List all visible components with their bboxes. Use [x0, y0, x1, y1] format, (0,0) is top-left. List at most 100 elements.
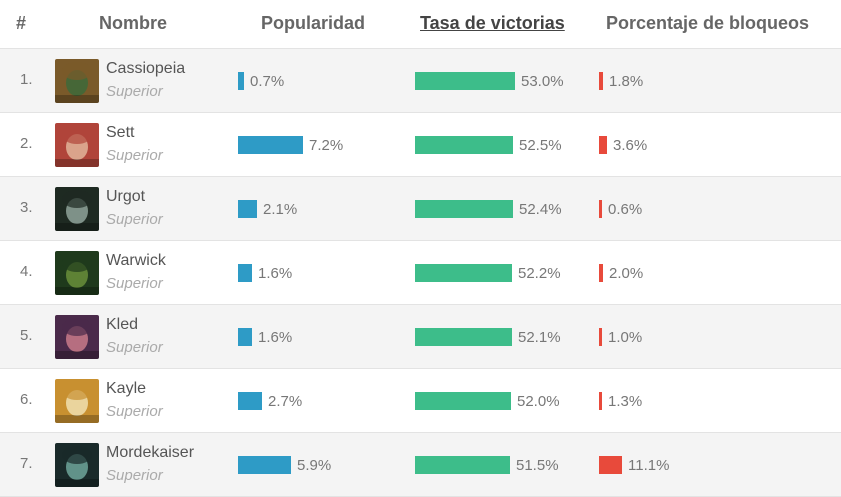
winrate-cell: 52.1%: [415, 328, 561, 346]
rank-number: 7.: [20, 455, 33, 472]
winrate-cell: 52.4%: [415, 200, 562, 218]
popularity-cell: 2.1%: [238, 200, 297, 218]
champion-portrait-image: [55, 123, 99, 167]
banrate-value: 1.3%: [608, 392, 643, 410]
champion-portrait-image: [55, 251, 99, 295]
table-row[interactable]: 3. Urgot Superior 2.1% 52.4% 0.6%: [0, 177, 841, 241]
banrate-value: 2.0%: [609, 264, 644, 282]
banrate-cell: 3.6%: [599, 136, 647, 154]
champion-name[interactable]: Urgot: [106, 188, 146, 205]
banrate-value: 11.1%: [628, 456, 670, 474]
champion-name[interactable]: Mordekaiser: [106, 444, 195, 461]
popularity-cell: 1.6%: [238, 328, 292, 346]
champion-portrait[interactable]: [55, 251, 99, 295]
table-row[interactable]: 5. Kled Superior 1.6% 52.1% 1.0%: [0, 305, 841, 369]
winrate-cell: 52.5%: [415, 136, 562, 154]
banrate-bar: [599, 264, 603, 282]
banrate-bar: [599, 456, 622, 474]
popularity-bar: [238, 72, 244, 90]
winrate-bar: [415, 456, 510, 474]
champion-name[interactable]: Sett: [106, 124, 135, 141]
popularity-cell: 5.9%: [238, 456, 331, 474]
popularity-value: 2.7%: [268, 392, 303, 410]
winrate-value: 52.0%: [517, 392, 560, 410]
popularity-bar: [238, 456, 291, 474]
table-row[interactable]: 4. Warwick Superior 1.6% 52.2% 2.0%: [0, 241, 841, 305]
winrate-cell: 52.0%: [415, 392, 560, 410]
popularity-cell: 1.6%: [238, 264, 292, 282]
rank-number: 1.: [20, 71, 33, 88]
winrate-value: 53.0%: [521, 72, 564, 90]
popularity-value: 1.6%: [258, 328, 293, 346]
tier-label: Superior: [106, 275, 163, 292]
winrate-bar: [415, 72, 515, 90]
champion-portrait[interactable]: [55, 123, 99, 167]
banrate-value: 1.0%: [608, 328, 643, 346]
table-row[interactable]: 2. Sett Superior 7.2% 52.5% 3.6%: [0, 113, 841, 177]
popularity-bar: [238, 328, 252, 346]
winrate-cell: 51.5%: [415, 456, 559, 474]
banrate-bar: [599, 328, 602, 346]
champion-portrait[interactable]: [55, 315, 99, 359]
banrate-cell: 2.0%: [599, 264, 643, 282]
banrate-cell: 11.1%: [599, 456, 669, 474]
banrate-bar: [599, 136, 607, 154]
winrate-value: 52.4%: [519, 200, 562, 218]
popularity-value: 2.1%: [263, 200, 298, 218]
popularity-bar: [238, 136, 303, 154]
rank-number: 2.: [20, 135, 33, 152]
winrate-bar: [415, 200, 513, 218]
champion-name[interactable]: Kayle: [106, 380, 147, 397]
champion-portrait-image: [55, 379, 99, 423]
winrate-value: 52.5%: [519, 136, 562, 154]
header-name[interactable]: Nombre: [99, 13, 168, 33]
champion-portrait-image: [55, 315, 99, 359]
champion-portrait-image: [55, 187, 99, 231]
header-popularity[interactable]: Popularidad: [261, 13, 366, 33]
champion-portrait[interactable]: [55, 187, 99, 231]
table-header: # Nombre Popularidad Tasa de victorias P…: [0, 0, 841, 49]
winrate-cell: 53.0%: [415, 72, 564, 90]
winrate-bar: [415, 328, 512, 346]
champion-name[interactable]: Warwick: [106, 252, 166, 269]
champion-name[interactable]: Kled: [106, 316, 139, 333]
rank-number: 3.: [20, 199, 33, 216]
popularity-bar: [238, 264, 252, 282]
header-banrate[interactable]: Porcentaje de bloqueos: [606, 13, 810, 33]
header-rank[interactable]: #: [16, 13, 27, 33]
popularity-cell: 2.7%: [238, 392, 302, 410]
popularity-cell: 0.7%: [238, 72, 284, 90]
banrate-value: 3.6%: [613, 136, 648, 154]
rank-number: 5.: [20, 327, 33, 344]
rank-number: 6.: [20, 391, 33, 408]
tier-label: Superior: [106, 339, 163, 356]
banrate-bar: [599, 392, 602, 410]
banrate-value: 1.8%: [609, 72, 644, 90]
popularity-cell: 7.2%: [238, 136, 343, 154]
champion-portrait[interactable]: [55, 59, 99, 103]
popularity-value: 5.9%: [297, 456, 332, 474]
table-row[interactable]: 6. Kayle Superior 2.7% 52.0% 1.3%: [0, 369, 841, 433]
banrate-cell: 1.0%: [599, 328, 642, 346]
popularity-value: 1.6%: [258, 264, 293, 282]
popularity-bar: [238, 200, 257, 218]
winrate-bar: [415, 392, 511, 410]
header-winrate-sorted[interactable]: Tasa de victorias: [420, 13, 565, 33]
banrate-cell: 1.3%: [599, 392, 642, 410]
banrate-cell: 1.8%: [599, 72, 643, 90]
champion-portrait-image: [55, 59, 99, 103]
winrate-cell: 52.2%: [415, 264, 561, 282]
popularity-bar: [238, 392, 262, 410]
table-row[interactable]: 7. Mordekaiser Superior 5.9% 51.5% 11.1%: [0, 433, 841, 497]
tier-label: Superior: [106, 467, 163, 484]
champion-name[interactable]: Cassiopeia: [106, 60, 186, 77]
table-row[interactable]: 1. Cassiopeia Superior 0.7% 53.0% 1.8%: [0, 49, 841, 113]
tier-label: Superior: [106, 403, 163, 420]
champion-portrait[interactable]: [55, 443, 99, 487]
tier-label: Superior: [106, 147, 163, 164]
tier-label: Superior: [106, 83, 163, 100]
winrate-value: 51.5%: [516, 456, 559, 474]
winrate-value: 52.2%: [518, 264, 561, 282]
champion-portrait[interactable]: [55, 379, 99, 423]
